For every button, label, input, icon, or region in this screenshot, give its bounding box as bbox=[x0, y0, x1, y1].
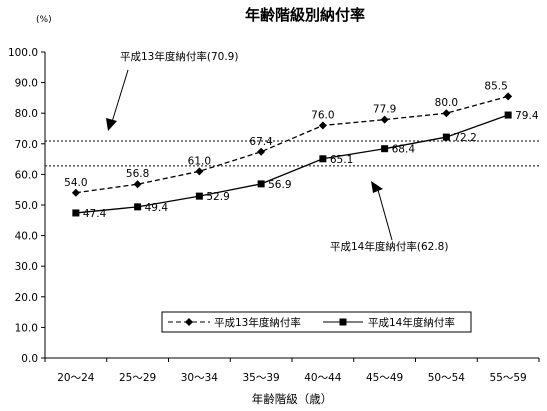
reference-label-h14: 平成14年度納付率(62.8) bbox=[330, 240, 448, 253]
legend-marker-h14 bbox=[339, 318, 347, 326]
x-tick-label: 20～24 bbox=[57, 372, 95, 384]
series-line-h13 bbox=[75, 95, 509, 194]
legend-box bbox=[161, 311, 472, 333]
x-axis-label: 年齢階級（歳） bbox=[252, 392, 333, 406]
data-point-h14 bbox=[257, 180, 265, 188]
x-tick-label: 30～34 bbox=[181, 372, 219, 384]
reference-arrow-h14-head bbox=[371, 181, 383, 193]
y-tick-label: 0.0 bbox=[21, 353, 38, 365]
y-tick-label: 100.0 bbox=[8, 47, 38, 59]
reference-arrow-h13-shaft bbox=[111, 69, 129, 123]
data-point-h14 bbox=[442, 133, 450, 141]
data-label-h14: 56.9 bbox=[268, 179, 291, 191]
data-label-h14: 52.9 bbox=[206, 191, 229, 203]
y-tick-label: 40.0 bbox=[15, 231, 38, 243]
data-point-h14 bbox=[134, 203, 142, 211]
data-label-h14: 68.4 bbox=[392, 144, 416, 156]
data-point-h13 bbox=[195, 167, 204, 176]
y-tick-label: 20.0 bbox=[15, 292, 38, 304]
reference-lines: 平成13年度納付率(70.9) 平成14年度納付率(62.8) bbox=[45, 50, 539, 253]
data-point-h14 bbox=[72, 209, 80, 217]
data-label-h14: 47.4 bbox=[83, 208, 107, 220]
chart-title: 年齢階級別納付率 bbox=[245, 6, 365, 24]
x-tick-label: 35～39 bbox=[243, 372, 280, 384]
x-tick-label: 25～29 bbox=[119, 372, 156, 384]
data-label-h14: 72.2 bbox=[453, 132, 476, 144]
series-line-h14 bbox=[75, 114, 509, 214]
data-point-h13 bbox=[133, 180, 142, 189]
y-unit-label: (%) bbox=[36, 15, 52, 25]
data-point-h14 bbox=[319, 155, 327, 163]
x-tick-label: 40～44 bbox=[304, 372, 342, 384]
legend-label-h13: 平成13年度納付率 bbox=[214, 316, 301, 329]
data-point-h14 bbox=[504, 111, 512, 119]
data-label-h14: 65.1 bbox=[330, 154, 353, 166]
reference-arrow-h14-shaft bbox=[377, 189, 393, 241]
y-tick-label: 90.0 bbox=[15, 78, 38, 90]
y-tick-label: 10.0 bbox=[15, 322, 38, 334]
y-tick-label: 60.0 bbox=[15, 169, 38, 181]
y-ticks: 0.0 10.0 20.0 30.0 40.0 50.0 60.0 70.0 80.0 90.0 1… bbox=[8, 47, 45, 365]
y-tick-label: 50.0 bbox=[15, 200, 38, 212]
reference-label-h13: 平成13年度納付率(70.9) bbox=[120, 50, 238, 63]
legend-label-h14: 平成14年度納付率 bbox=[368, 316, 455, 329]
data-label-h14: 79.4 bbox=[515, 110, 539, 122]
data-point-h13 bbox=[257, 147, 266, 156]
data-point-h13 bbox=[504, 92, 513, 101]
y-tick-label: 30.0 bbox=[15, 261, 38, 273]
data-point-h13 bbox=[380, 115, 389, 124]
data-point-h13 bbox=[71, 188, 80, 197]
data-label-h13: 67.4 bbox=[249, 136, 273, 148]
data-label-h13: 54.0 bbox=[64, 177, 87, 189]
y-tick-label: 80.0 bbox=[15, 108, 38, 120]
data-label-h13: 61.0 bbox=[188, 155, 211, 167]
data-point-h14 bbox=[381, 145, 389, 153]
data-point-h14 bbox=[195, 192, 203, 200]
legend-marker-h13 bbox=[185, 318, 193, 326]
data-label-h13: 85.5 bbox=[484, 80, 507, 92]
data-point-h13 bbox=[442, 109, 451, 118]
data-label-h13: 56.8 bbox=[126, 168, 149, 180]
series-group: 54.0 56.8 61.0 67.4 76.0 77.9 80.0 85.5 47.4 49.4… bbox=[64, 80, 539, 220]
data-label-h13: 76.0 bbox=[311, 109, 334, 121]
y-tick-label: 70.0 bbox=[15, 139, 38, 151]
data-label-h14: 49.4 bbox=[145, 202, 169, 214]
x-ticks: 20～24 25～29 30～34 35～39 40～44 45～49 50～54 55～59 bbox=[44, 358, 540, 384]
x-tick-label: 45～49 bbox=[366, 372, 403, 384]
reference-arrow-h13-head bbox=[106, 118, 117, 131]
data-label-h13: 77.9 bbox=[373, 104, 396, 116]
x-tick-label: 55～59 bbox=[490, 372, 527, 384]
legend: 平成13年度納付率 平成14年度納付率 bbox=[161, 311, 472, 333]
data-label-h13: 80.0 bbox=[435, 97, 458, 109]
data-point-h13 bbox=[318, 121, 327, 130]
x-tick-label: 50～54 bbox=[428, 372, 466, 384]
